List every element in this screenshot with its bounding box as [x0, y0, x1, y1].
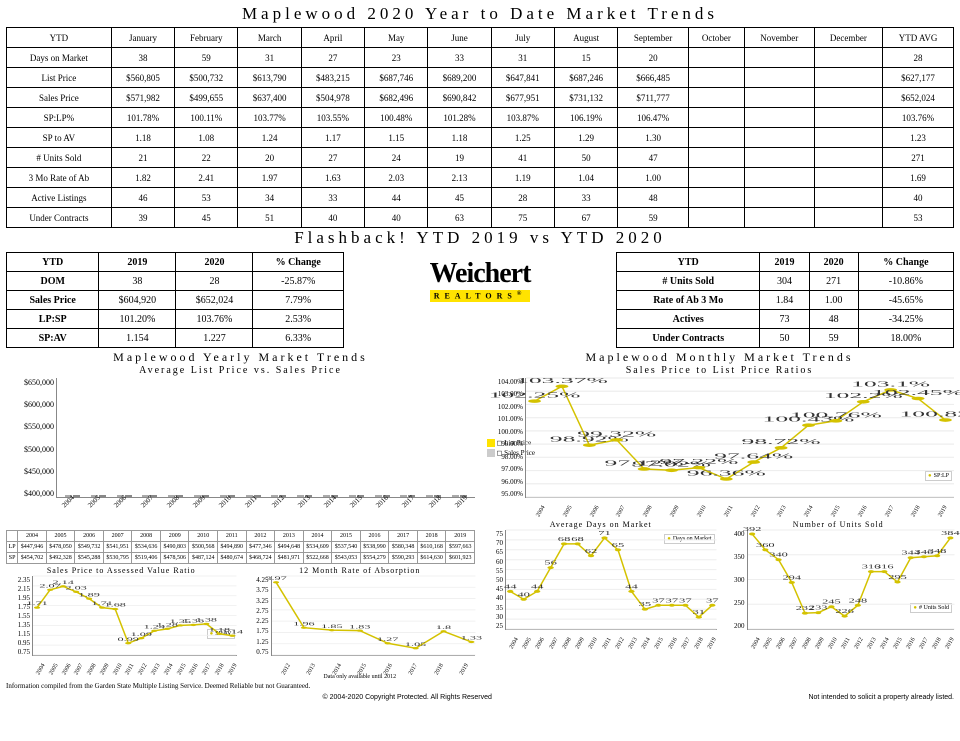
svg-text:35: 35: [639, 601, 652, 608]
svg-text:44: 44: [504, 584, 517, 591]
flashback-left-table: YTD20192020% ChangeDOM3828-25.87%Sales P…: [6, 252, 344, 348]
svg-text:1.05: 1.05: [404, 642, 426, 647]
svg-text:97.64%: 97.64%: [714, 452, 794, 460]
units-chart: Number of Units Sold 400350300250200 # U…: [723, 520, 955, 648]
dom-chart: Average Days on Market 75706560555045403…: [485, 520, 717, 648]
svg-text:0.99: 0.99: [118, 637, 140, 642]
footer-center: © 2004-2020 Copyright Protected. All Rig…: [323, 694, 492, 701]
svg-text:1.09: 1.09: [131, 632, 153, 637]
svg-text:37: 37: [666, 597, 679, 604]
svg-text:226: 226: [835, 608, 854, 615]
svg-text:1.85: 1.85: [321, 624, 343, 629]
svg-text:1.38: 1.38: [196, 618, 218, 623]
svg-text:71: 71: [598, 530, 611, 537]
logo-subtext: REALTORS®: [430, 290, 531, 302]
svg-text:1.68: 1.68: [105, 603, 127, 608]
svg-text:102.45%: 102.45%: [872, 389, 960, 397]
data-strip-table: 2004200520062007200820092010201120122013…: [6, 530, 475, 564]
svg-text:384: 384: [941, 530, 960, 537]
monthly-chart-title: Maplewood Monthly Market Trends: [485, 350, 954, 365]
svg-text:248: 248: [848, 597, 867, 604]
svg-text:1.96: 1.96: [293, 622, 315, 627]
svg-text:2.03: 2.03: [65, 586, 87, 591]
yearly-chart-sub: Average List Price vs. Sales Price: [6, 365, 475, 376]
svg-text:1.8: 1.8: [435, 625, 451, 630]
svg-text:96.36%: 96.36%: [687, 469, 767, 477]
svg-text:37: 37: [679, 597, 692, 604]
svg-text:98.72%: 98.72%: [742, 438, 822, 446]
svg-text:68: 68: [558, 536, 571, 543]
svg-text:2.14: 2.14: [52, 580, 74, 585]
svg-text:295: 295: [888, 574, 907, 581]
svg-text:62: 62: [585, 548, 598, 555]
svg-text:40: 40: [517, 592, 530, 599]
svg-text:103.37%: 103.37%: [516, 377, 608, 385]
svg-text:245: 245: [822, 599, 841, 606]
svg-text:392: 392: [742, 526, 761, 533]
svg-text:68: 68: [571, 536, 584, 543]
svg-text:360: 360: [756, 542, 775, 549]
svg-text:44: 44: [625, 584, 638, 591]
svg-text:233: 233: [808, 605, 827, 612]
logo-text: Weichert: [430, 258, 531, 290]
flashback-title: Flashback! YTD 2019 vs YTD 2020: [6, 228, 954, 248]
svg-text:37: 37: [652, 597, 665, 604]
svg-text:316: 316: [875, 564, 894, 571]
page-title: Maplewood 2020 Year to Date Market Trend…: [6, 4, 954, 24]
yearly-chart-title: Maplewood Yearly Market Trends: [6, 350, 475, 365]
weichert-logo: Weichert REALTORS®: [350, 252, 610, 304]
svg-text:348: 348: [927, 548, 946, 555]
svg-text:1.83: 1.83: [349, 625, 371, 630]
svg-text:1.27: 1.27: [377, 637, 399, 642]
svg-text:100.76%: 100.76%: [790, 411, 882, 419]
svg-text:102.25%: 102.25%: [489, 392, 581, 400]
svg-text:1.33: 1.33: [460, 636, 482, 641]
svg-text:1.89: 1.89: [78, 593, 100, 598]
svg-text:294: 294: [782, 575, 801, 582]
bar-chart: $650,000$600,000$550,000$500,000$450,000…: [6, 378, 475, 498]
svg-text:65: 65: [612, 542, 625, 549]
svg-text:99.32%: 99.32%: [577, 430, 657, 438]
svg-text:37: 37: [706, 597, 719, 604]
svg-text:56: 56: [544, 560, 557, 567]
splp-chart: 104.00%103.00%102.00%101.00%100.00%99.00…: [485, 378, 954, 498]
monthly-chart-sub: Sales Price to List Price Ratios: [485, 365, 954, 376]
svg-text:31: 31: [693, 609, 706, 616]
footer-right: Not intended to solicit a property alrea…: [808, 694, 954, 701]
absorb-chart: 12 Month Rate of Absorption 4.253.753.25…: [245, 566, 476, 680]
svg-text:44: 44: [531, 584, 544, 591]
flashback-right-table: YTD20192020% Change# Units Sold304271-10…: [616, 252, 954, 348]
svg-text:103.1%: 103.1%: [851, 380, 931, 388]
svg-text:340: 340: [769, 552, 788, 559]
spav-chart: Sales Price to Assessed Value Ratio 2.35…: [6, 566, 237, 680]
svg-text:3.97: 3.97: [265, 576, 287, 581]
svg-text:1.71: 1.71: [26, 602, 48, 607]
footer-left: Information compiled from the Garden Sta…: [6, 682, 475, 690]
main-ytd-table: YTDJanuaryFebruaryMarchAprilMayJuneJulyA…: [6, 27, 954, 228]
svg-text:100.82%: 100.82%: [899, 410, 960, 418]
svg-text:1.14: 1.14: [222, 630, 244, 635]
